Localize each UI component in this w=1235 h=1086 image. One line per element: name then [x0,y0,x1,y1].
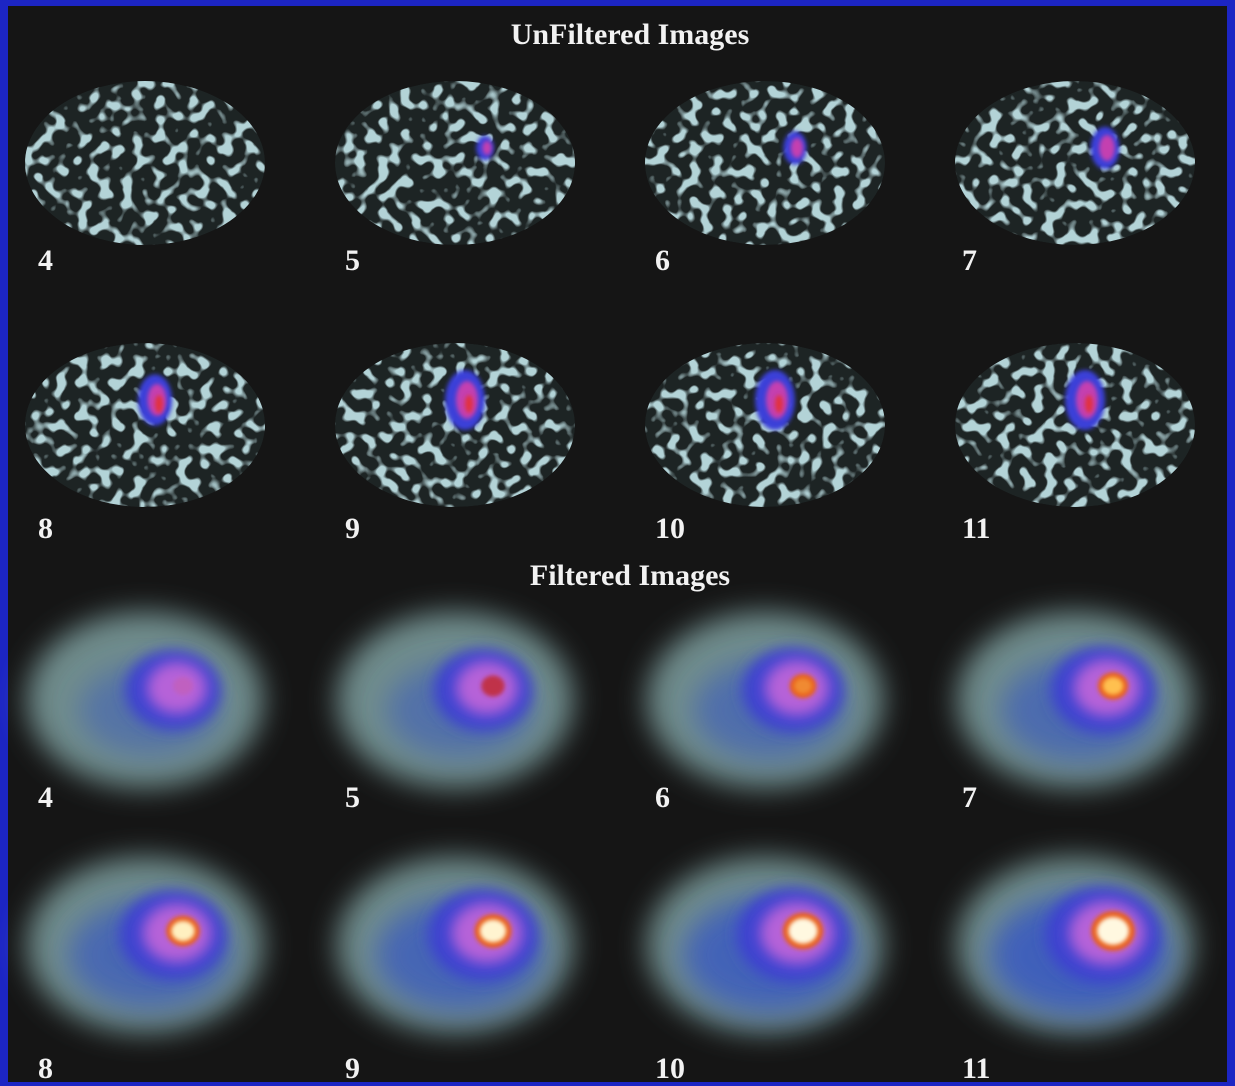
filtered-panel [647,857,883,1033]
slice-label: 6 [655,781,670,814]
speckle [25,343,265,507]
page: UnFiltered Images Filtered Images 4 5 6 7 8 9… [0,0,1235,1086]
core [481,675,504,696]
hot-core [788,918,817,943]
slice-label: 11 [962,512,990,545]
slice-label: 4 [38,244,53,277]
slice-label: 10 [655,1052,685,1085]
unfiltered-panel [955,343,1195,507]
unfiltered-panel [645,343,885,507]
speckle [645,81,885,245]
uptake-magenta [482,141,491,155]
filtered-panel [27,612,263,788]
speckle [955,81,1195,245]
hot-core [1097,917,1129,945]
core [173,677,193,695]
filtered-panel [337,857,573,1033]
hot-core [480,920,506,943]
uptake-red [155,395,163,413]
filtered-panel [957,857,1193,1033]
unfiltered-panel [955,81,1195,245]
unfiltered-panel [335,81,575,245]
unfiltered-panel [25,81,265,245]
filtered-panel [337,612,573,788]
slice-label: 5 [345,244,360,277]
figure: UnFiltered Images Filtered Images 4 5 6 7 8 9… [0,0,1235,1086]
slice-label: 8 [38,512,53,545]
unfiltered-panel [335,343,575,507]
slice-label: 8 [38,1052,53,1085]
slice-label: 7 [962,244,977,277]
slice-label: 9 [345,1052,360,1085]
filtered-panel [957,612,1193,788]
slice-label: 6 [655,244,670,277]
filtered-panel [27,857,263,1033]
uptake-magenta [791,138,803,158]
slice-label: 10 [655,512,685,545]
hot-core [794,678,812,693]
slice-label: 9 [345,512,360,545]
uptake-red [775,395,783,413]
uptake-red [465,395,473,413]
hot-core [1103,677,1124,695]
section-title: UnFiltered Images [511,18,750,51]
slice-label: 11 [962,1052,990,1085]
uptake-magenta [1099,135,1115,161]
slice-label: 5 [345,781,360,814]
unfiltered-panel [645,81,885,245]
speckle [335,81,575,245]
unfiltered-panel [25,343,265,507]
section-title: Filtered Images [530,559,730,592]
uptake-red [1085,395,1093,413]
slice-label: 4 [38,781,53,814]
filtered-panel [647,612,883,788]
slice-label: 7 [962,781,977,814]
speckle [25,81,265,245]
hot-core [171,921,194,941]
